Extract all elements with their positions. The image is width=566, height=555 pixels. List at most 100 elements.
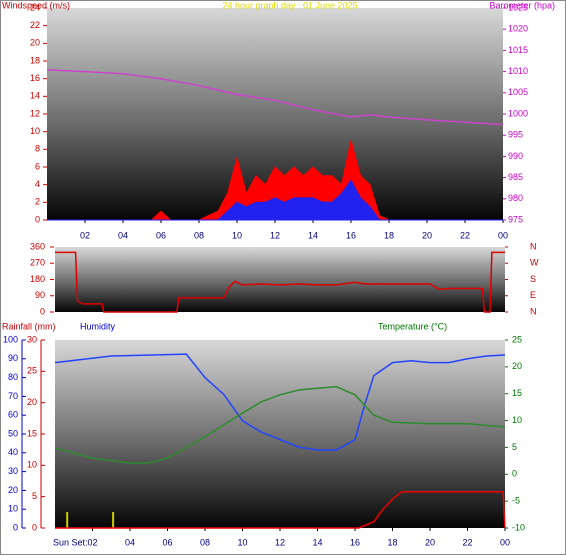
x-tick-label: 08 xyxy=(194,230,204,240)
tick-label: N xyxy=(530,306,537,316)
x-tick-label: 06 xyxy=(156,230,166,240)
tick-label: 1020 xyxy=(508,24,528,34)
plot-background xyxy=(55,247,505,312)
ylabel: Windspeed (m/s) xyxy=(2,0,70,10)
line xyxy=(55,251,505,313)
x-tick-label: 02 xyxy=(80,230,90,240)
ylabel: Humidity xyxy=(80,321,116,331)
x-tick-label: 22 xyxy=(462,537,472,547)
area xyxy=(47,179,503,221)
x-tick-label: 18 xyxy=(387,537,397,547)
tick-label: 90 xyxy=(35,290,45,300)
x-tick-label: 08 xyxy=(200,537,210,547)
tick-label: 20 xyxy=(8,485,18,495)
x-tick-label: 12 xyxy=(270,230,280,240)
x-tick-label: 10 xyxy=(232,230,242,240)
line xyxy=(55,490,506,529)
x-tick-label: 12 xyxy=(275,537,285,547)
tick-label: -10 xyxy=(512,522,525,532)
tick-label: 10 xyxy=(512,415,522,425)
tick-label: 100 xyxy=(3,334,18,344)
tick-label: -5 xyxy=(512,496,520,506)
tick-label: 4 xyxy=(35,179,40,189)
tick-label: 70 xyxy=(8,391,18,401)
x-tick-label: 14 xyxy=(308,230,318,240)
tick-label: 18 xyxy=(30,55,40,65)
x-tick-label: 00 xyxy=(500,537,510,547)
tick-label: 8 xyxy=(35,144,40,154)
x-tick-label: 20 xyxy=(422,230,432,240)
tick-label: 24 xyxy=(30,2,40,12)
x-tick-label: 20 xyxy=(425,537,435,547)
sunset-label: Sun Set: xyxy=(53,537,88,547)
tick-label: 0 xyxy=(512,469,517,479)
tick-label: 14 xyxy=(30,91,40,101)
tick-label: W xyxy=(530,258,539,268)
tick-label: 10 xyxy=(27,460,37,470)
tick-label: 1010 xyxy=(508,66,528,76)
x-tick-label: 16 xyxy=(346,230,356,240)
plot-background xyxy=(55,340,505,528)
tick-label: 10 xyxy=(8,504,18,514)
line xyxy=(54,385,506,464)
y2label: Barometer (hpa) xyxy=(489,0,555,10)
x-tick-label: 10 xyxy=(237,537,247,547)
x-tick-label: 00 xyxy=(498,230,508,240)
tick-label: 90 xyxy=(8,353,18,363)
tick-label: 20 xyxy=(512,361,522,371)
line xyxy=(54,353,506,451)
tick-label: 0 xyxy=(32,522,37,532)
tick-label: N xyxy=(530,241,537,251)
tick-label: E xyxy=(530,290,536,300)
tick-label: 990 xyxy=(508,151,523,161)
tick-label: 1005 xyxy=(508,87,528,97)
tick-label: 985 xyxy=(508,172,523,182)
tick-label: 16 xyxy=(30,73,40,83)
tick-label: 20 xyxy=(30,38,40,48)
tick-label: 975 xyxy=(508,214,523,224)
tick-label: 40 xyxy=(8,447,18,457)
x-tick-label: 18 xyxy=(384,230,394,240)
line xyxy=(46,69,504,126)
tick-label: 0 xyxy=(35,214,40,224)
x-tick-label: 14 xyxy=(312,537,322,547)
y3label: Rainfall (mm) xyxy=(2,321,56,331)
tick-label: 50 xyxy=(8,428,18,438)
tick-label: S xyxy=(530,274,536,284)
tick-label: 25 xyxy=(512,334,522,344)
x-tick-label: 04 xyxy=(125,537,135,547)
tick-label: 22 xyxy=(30,20,40,30)
tick-label: 30 xyxy=(8,466,18,476)
tick-label: 995 xyxy=(508,130,523,140)
x-tick-label: 16 xyxy=(350,537,360,547)
tick-label: 6 xyxy=(35,161,40,171)
tick-label: 270 xyxy=(30,258,45,268)
tick-label: 60 xyxy=(8,410,18,420)
tick-label: 360 xyxy=(30,241,45,251)
x-tick-label: 04 xyxy=(118,230,128,240)
tick-label: 980 xyxy=(508,193,523,203)
tick-label: 2 xyxy=(35,197,40,207)
tick-label: 80 xyxy=(8,372,18,382)
title: 24 hour graph day : 01 June 2025 xyxy=(222,0,357,10)
tick-label: 25 xyxy=(27,366,37,376)
tick-label: 1025 xyxy=(508,2,528,12)
tick-label: 1000 xyxy=(508,108,528,118)
x-tick-label: 22 xyxy=(460,230,470,240)
tick-label: 15 xyxy=(27,428,37,438)
tick-label: 20 xyxy=(27,397,37,407)
tick-label: 5 xyxy=(32,491,37,501)
tick-label: 0 xyxy=(40,306,45,316)
tick-label: 12 xyxy=(30,108,40,118)
tick-label: 30 xyxy=(27,334,37,344)
tick-label: 10 xyxy=(30,126,40,136)
tick-label: 5 xyxy=(512,442,517,452)
x-tick-label: 06 xyxy=(162,537,172,547)
tick-label: 15 xyxy=(512,388,522,398)
tick-label: 0 xyxy=(13,522,18,532)
tick-label: 180 xyxy=(30,274,45,284)
x-tick-label: 02 xyxy=(87,537,97,547)
tick-label: 1015 xyxy=(508,45,528,55)
y2label: Temperature (°C) xyxy=(378,321,447,331)
